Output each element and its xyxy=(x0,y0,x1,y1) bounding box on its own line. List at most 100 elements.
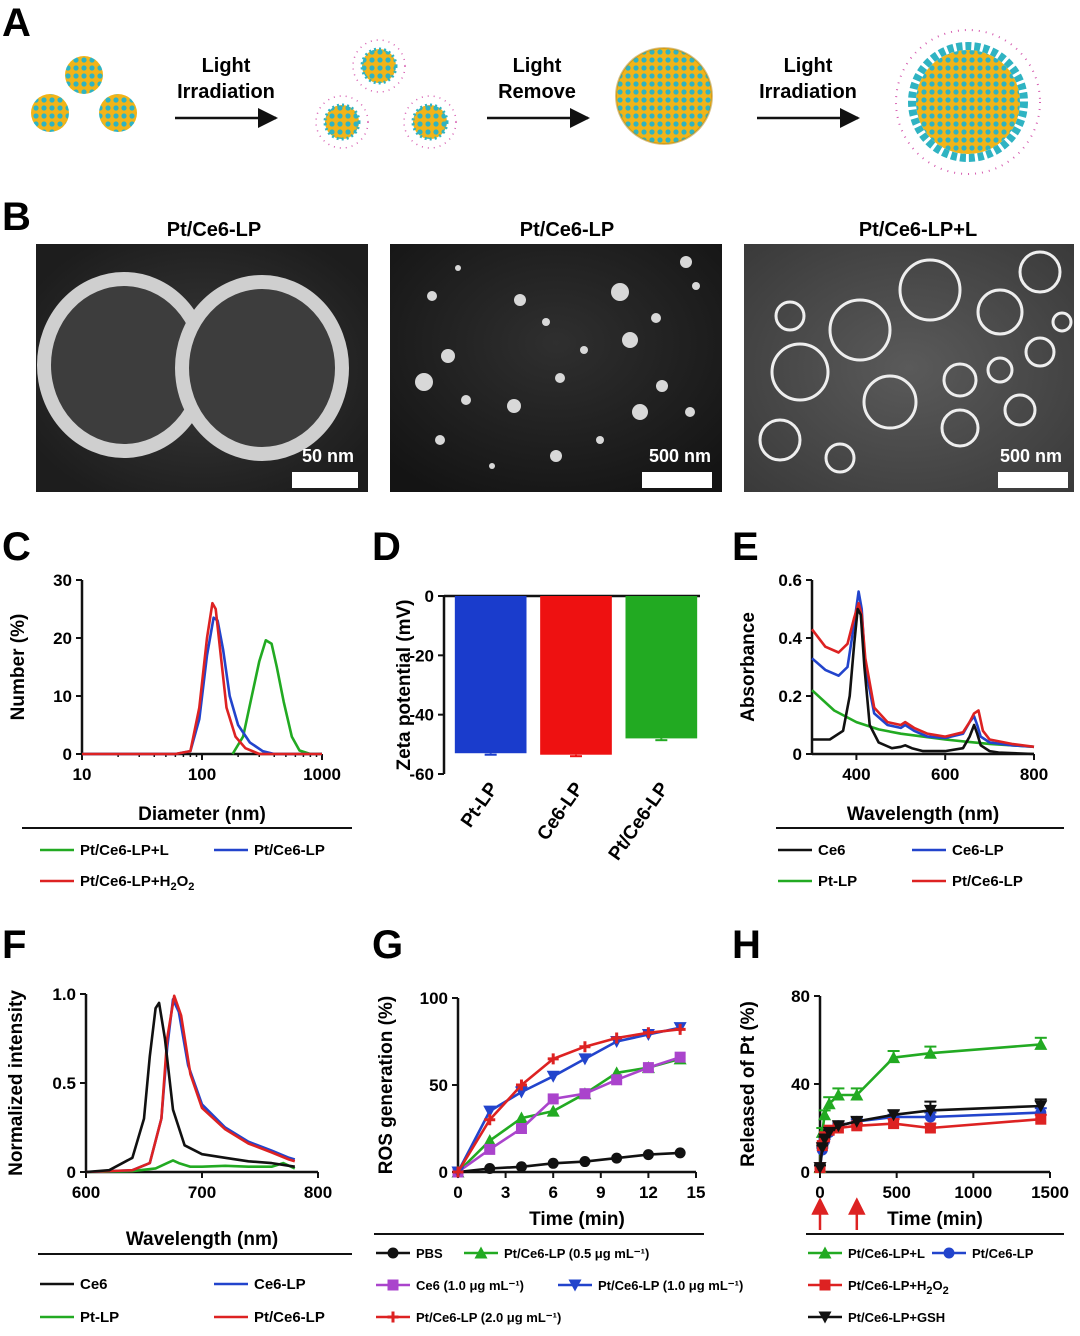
step2-line1: Light xyxy=(513,55,562,77)
series-line-F xyxy=(85,1001,295,1174)
liposome-small-1 xyxy=(65,56,103,94)
series-line-F xyxy=(85,998,296,1174)
legend-item-H: Pt/Ce6-LP+H2O2 xyxy=(808,1278,949,1297)
panel-letter-d: D xyxy=(372,525,401,569)
y-tick-label-H: 80 xyxy=(791,987,810,1006)
particle xyxy=(441,349,455,363)
data-point-H xyxy=(813,1162,827,1175)
data-point-H xyxy=(1035,1113,1047,1125)
legend-label-F: Ce6 xyxy=(80,1276,108,1293)
series-G-4 xyxy=(452,1023,686,1178)
disrupted-liposomes xyxy=(315,39,457,149)
vesicle xyxy=(828,298,892,362)
data-point-G xyxy=(546,1104,560,1117)
data-point-G xyxy=(546,1070,560,1083)
y-tick-label-G: 100 xyxy=(420,989,448,1008)
particle xyxy=(435,435,445,445)
data-point-H xyxy=(822,1126,836,1139)
vesicle xyxy=(1024,336,1056,368)
disrupted-liposome-3 xyxy=(411,103,449,141)
legend-label-F: Pt/Ce6-LP xyxy=(254,1309,325,1326)
vesicle xyxy=(758,418,802,462)
legend-item-C: Pt/Ce6-LP+H2O2 xyxy=(40,873,194,893)
vesicle xyxy=(898,258,962,322)
x-axis-title-G: Time (min) xyxy=(529,1209,625,1230)
legend-marker-G xyxy=(387,1311,399,1323)
swollen-core xyxy=(916,50,1020,154)
particle xyxy=(455,265,461,271)
data-point-H xyxy=(888,1118,900,1130)
micrograph-panel: Pt/Ce6-LP Pt/Ce6-LP Pt/Ce6-LP+L 50 nm xyxy=(36,219,1074,492)
step1-line2: Irradiation xyxy=(177,81,275,103)
micrograph-1: 50 nm xyxy=(36,244,368,492)
data-point-G xyxy=(642,1149,654,1161)
data-point-H xyxy=(818,1108,832,1121)
y-tick-label-D: -40 xyxy=(409,706,434,725)
series-E-3 xyxy=(812,607,1035,756)
data-point-H xyxy=(924,1111,936,1123)
particle xyxy=(461,395,471,405)
legend-item-F: Pt-LP xyxy=(40,1309,119,1326)
data-point-H xyxy=(831,1120,845,1133)
y-tick-label-C: 30 xyxy=(53,571,72,590)
legend-item-E: Pt/Ce6-LP xyxy=(912,873,1023,890)
data-point-G xyxy=(484,1114,496,1126)
x-tick-label-E: 400 xyxy=(842,765,870,784)
y-axis-title-F: Normalized intensity xyxy=(6,990,27,1176)
particle xyxy=(427,291,437,301)
halo-1 xyxy=(352,39,406,93)
particle xyxy=(651,313,661,323)
legend-label-E: Ce6 xyxy=(818,842,846,859)
y-tick-label-C: 10 xyxy=(53,687,72,706)
x-tick-label-H: 1500 xyxy=(1031,1183,1069,1202)
scalebar-3 xyxy=(998,472,1068,488)
data-point-G xyxy=(515,1123,527,1134)
micrograph-title-2: Pt/Ce6-LP xyxy=(520,219,614,241)
particle xyxy=(692,282,700,290)
legend-item-C: Pt/Ce6-LP+L xyxy=(40,842,169,859)
series-E-2 xyxy=(810,601,1035,749)
vesicles-3 xyxy=(758,250,1073,474)
data-point-H xyxy=(887,1109,901,1122)
series-line-E xyxy=(810,601,1035,749)
x-tick-label-G: 15 xyxy=(687,1183,706,1202)
y-tick-label-F: 0.5 xyxy=(52,1074,76,1093)
y-tick-label-H: 0 xyxy=(801,1163,810,1182)
vesicle-right xyxy=(175,275,349,461)
legend-item-H: Pt/Ce6-LP xyxy=(932,1246,1034,1261)
legend-item-F: Ce6-LP xyxy=(214,1276,306,1293)
y-axis-title-D: Zeta potential (mV) xyxy=(394,599,415,770)
x-tick-label-H: 500 xyxy=(882,1183,910,1202)
legend-label-E: Pt-LP xyxy=(818,873,857,890)
legend-item-F: Ce6 xyxy=(40,1276,108,1293)
data-point-G xyxy=(484,1163,496,1175)
micrograph-title-3: Pt/Ce6-LP+L xyxy=(859,219,977,241)
y-tick-label-D: 0 xyxy=(425,587,434,606)
schematic-panel: Light Irradiation Light Remove Light Irr… xyxy=(31,29,1041,175)
particle xyxy=(611,283,629,301)
vesicle xyxy=(1051,311,1073,333)
data-point-H xyxy=(818,1133,832,1146)
particle xyxy=(507,399,521,413)
y-tick-label-H: 40 xyxy=(791,1075,810,1094)
panel-letter-f: F xyxy=(2,923,26,967)
micrograph-2: 500 nm xyxy=(390,244,722,492)
data-point-G xyxy=(515,1079,527,1091)
panel-letter-e: E xyxy=(732,525,759,569)
particle xyxy=(685,407,695,417)
series-F-3 xyxy=(85,1001,295,1174)
data-point-G xyxy=(674,1051,686,1063)
panel-letter-b: B xyxy=(2,195,31,239)
data-point-G xyxy=(547,1157,559,1169)
legend-label-G: Pt/Ce6-LP (2.0 μg mL⁻¹) xyxy=(416,1310,561,1325)
bar-D xyxy=(540,596,612,755)
data-point-G xyxy=(483,1134,497,1147)
series-H-3 xyxy=(813,1098,1048,1175)
step3-line2: Irradiation xyxy=(759,81,857,103)
particle xyxy=(680,256,692,268)
particle xyxy=(550,450,562,462)
panel-letter-a: A xyxy=(2,1,31,45)
particles-2 xyxy=(415,256,700,469)
series-line-F xyxy=(85,994,296,1174)
legend-item-H: Pt/Ce6-LP+GSH xyxy=(808,1310,945,1325)
